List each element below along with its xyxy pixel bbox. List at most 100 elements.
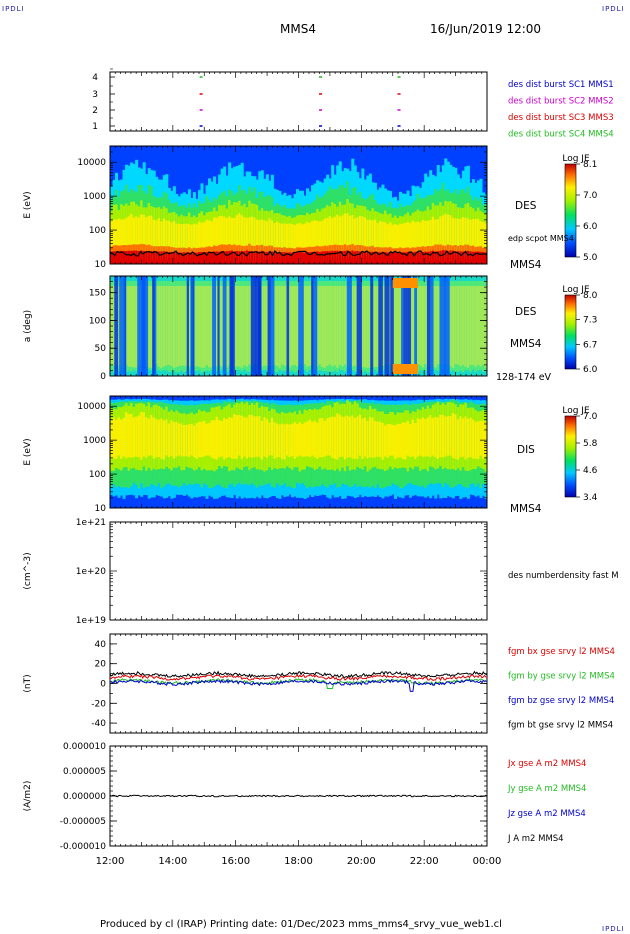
des-energy-heatmap-cell xyxy=(202,252,207,264)
dis-energy-heatmap-cell xyxy=(187,424,191,458)
dis-energy-heatmap-cell xyxy=(213,420,217,459)
des-energy-heatmap-cell xyxy=(213,251,217,264)
des-energy-heatmap-cell xyxy=(441,215,445,250)
des-pitch-stripe xyxy=(190,276,193,376)
dis-energy-heatmap-cell xyxy=(469,417,473,458)
dis-energy-heatmap-cell xyxy=(351,415,355,459)
des-energy-heatmap-cell xyxy=(303,223,307,251)
des-energy-heatmap-cell xyxy=(180,224,184,249)
des-pitch-heatmap-cell xyxy=(373,286,377,367)
des-energy-heatmap-cell xyxy=(371,251,375,264)
des-energy-heatmap-cell xyxy=(230,250,234,264)
datetime-title: 16/Jun/2019 12:00 xyxy=(430,22,542,36)
des-energy-heatmap-cell xyxy=(381,221,385,250)
des-pitch-stripe xyxy=(384,276,390,376)
des-energy-heatmap-cell xyxy=(466,250,470,264)
dis-energy-heatmap-cell xyxy=(373,420,377,458)
des-pitch-heatmap-cell xyxy=(132,286,136,368)
des-energy-heatmap-cell xyxy=(348,251,352,264)
time-axis-label: 20:00 xyxy=(347,856,376,867)
des-energy-heatmap-cell xyxy=(474,251,478,264)
dis-energy-heatmap-cell xyxy=(476,421,480,459)
dis-energy-heatmap-cell xyxy=(436,417,440,459)
des-energy-heatmap-cell xyxy=(356,251,360,264)
des-energy-heatmap-cell xyxy=(313,220,317,251)
des-pitch-stripe xyxy=(250,276,257,376)
dis-energy-heatmap-cell xyxy=(411,419,415,457)
des-energy-heatmap-cell xyxy=(117,251,121,264)
dis-energy-heatmap-cell xyxy=(295,424,299,457)
des-energy-heatmap-cell xyxy=(248,250,252,264)
time-axis-label: 22:00 xyxy=(410,856,439,867)
des-energy-heatmap-cell xyxy=(245,250,249,264)
density-frame xyxy=(109,521,488,621)
dis-energy-heatmap-cell xyxy=(230,417,234,459)
des-energy-heatmap-cell xyxy=(419,252,423,264)
des-energy-heatmap-cell xyxy=(436,219,440,251)
des-energy-heatmap-cell xyxy=(303,252,307,264)
des-pitch-heatmap-cell xyxy=(479,286,483,367)
des-pitch-heatmap-cell xyxy=(290,286,294,366)
dis-energy-heatmap-cell xyxy=(117,417,121,456)
dis-energy-heatmap-cell xyxy=(263,417,267,457)
dis-energy-y-label: 100 xyxy=(89,470,106,480)
des-pitch-heatmap-cell xyxy=(394,286,398,365)
des-pitch-heatmap-cell xyxy=(376,286,380,367)
time-axis-label: 12:00 xyxy=(96,856,125,867)
des-energy-heatmap-cell xyxy=(208,251,212,264)
des-pitch-y-label: 100 xyxy=(89,316,106,326)
des-energy-heatmap-cell xyxy=(298,223,302,249)
corner-mark-top-right: IPDLI xyxy=(602,5,625,13)
dis-energy-heatmap-cell xyxy=(127,414,131,457)
des-pitch-heatmap-cell xyxy=(235,286,239,367)
des-energy-heatmap-cell xyxy=(290,224,294,250)
des-energy-heatmap-cell xyxy=(316,220,320,249)
dis-energy-heatmap-cell xyxy=(376,421,380,457)
dis-energy-heatmap-cell xyxy=(404,422,408,460)
des-energy-heatmap-cell xyxy=(373,251,377,264)
des-pitch-heatmap-cell xyxy=(245,286,249,367)
dis-energy-heatmap-cell xyxy=(155,418,159,458)
dis-energy-heatmap-cell xyxy=(303,422,307,457)
des-energy-heatmap-cell xyxy=(469,219,473,251)
des-energy-heatmap-cell xyxy=(268,218,272,250)
des-pitch-heatmap-cell xyxy=(459,286,463,367)
des-energy-heatmap-cell xyxy=(283,252,287,264)
des-energy-heatmap-cell xyxy=(180,252,184,264)
dis-energy-heatmap-cell xyxy=(270,417,274,456)
des-pitch-stripe xyxy=(119,276,126,376)
des-pitch-heatmap-cell xyxy=(197,286,201,367)
burst-legend-entry: des dist burst SC3 MMS3 xyxy=(508,113,614,123)
des-energy-heatmap-cell xyxy=(170,222,174,250)
dis-energy-heatmap-cell xyxy=(301,424,305,457)
des-energy-heatmap-cell xyxy=(245,217,249,249)
bfield-bt-line xyxy=(109,670,488,679)
dis-energy-heatmap-cell xyxy=(421,417,425,457)
des-energy-heatmap-cell xyxy=(313,251,317,264)
des-energy-heatmap-cell xyxy=(130,250,134,264)
dis-energy-heatmap-cell xyxy=(180,423,184,457)
des-energy-heatmap-cell xyxy=(471,219,475,251)
des-energy-heatmap-cell xyxy=(142,251,146,264)
des-energy-heatmap-cell xyxy=(479,221,483,249)
des-pitch-heatmap-cell xyxy=(202,286,207,368)
des-pitch-stripe xyxy=(403,276,409,376)
des-pitch-heatmap-cell xyxy=(411,286,415,365)
des-energy-heatmap-cell xyxy=(243,217,247,251)
current-axis-title: (A/m2) xyxy=(23,781,33,812)
des-energy-heatmap-cell xyxy=(265,221,269,250)
des-pitch-stripe xyxy=(408,276,412,376)
des-energy-heatmap-cell xyxy=(273,252,277,264)
dis-energy-heatmap-cell xyxy=(223,418,227,460)
dis-energy-heatmap-cell xyxy=(353,417,357,459)
des-energy-heatmap-cell xyxy=(331,217,335,250)
dis-energy-heatmap-cell xyxy=(444,416,448,457)
des-energy-heatmap-cell xyxy=(150,251,154,264)
des-pitch-axis-title: a (deg) xyxy=(23,310,33,342)
des-energy-heatmap-cell xyxy=(137,251,141,264)
des-energy-heatmap-cell xyxy=(243,251,247,264)
density-y-label: 1e+19 xyxy=(76,616,107,626)
dis-energy-heatmap-cell xyxy=(459,416,463,458)
des-pitch-heatmap-cell xyxy=(424,286,428,365)
des-pitch-stripe xyxy=(153,276,157,376)
